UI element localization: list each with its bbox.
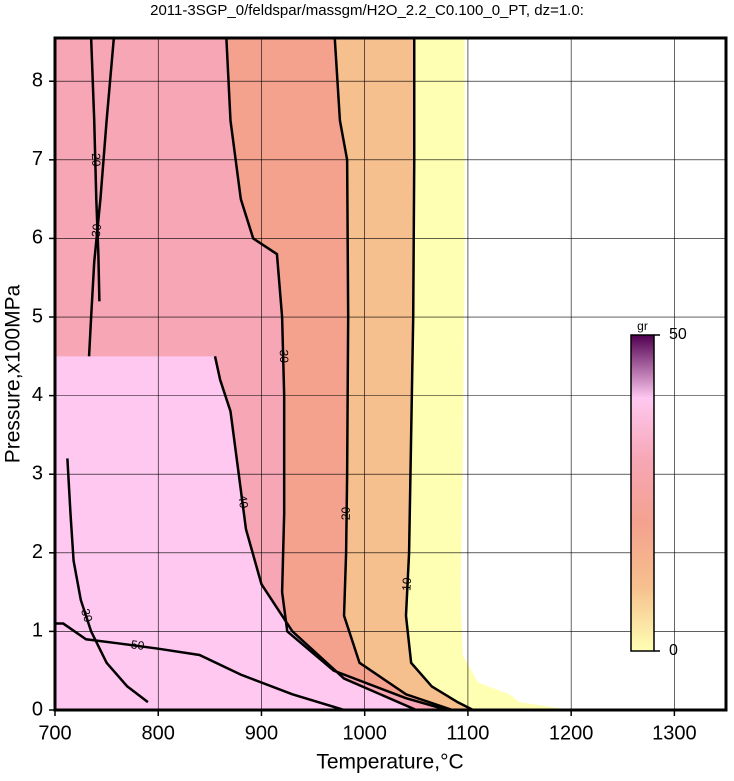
y-tick-label: 4: [32, 384, 43, 406]
x-tick-label: 800: [142, 722, 175, 744]
contour-line: [66, 458, 149, 704]
contour-label: 20: [339, 506, 353, 520]
y-tick-label: 1: [32, 620, 43, 642]
contour-label: 30: [89, 223, 104, 238]
colorbar-tick-label: 50: [669, 326, 687, 343]
contour-label: 40: [235, 494, 251, 509]
contour-line: [89, 38, 101, 302]
colorbar: [630, 334, 655, 652]
y-tick-label: 2: [32, 541, 43, 563]
y-tick-label: 8: [32, 70, 43, 92]
y-axis-label: Pressure,x100MPa: [2, 284, 25, 463]
y-tick-label: 7: [32, 148, 43, 170]
colorbar-label: gr: [637, 319, 648, 333]
contour-line: [213, 356, 417, 710]
y-tick-label: 0: [32, 698, 43, 720]
chart-title: 2011-3SGP_0/feldspar/massgm/H2O_2.2_C0.1…: [150, 2, 584, 19]
contour-label: 30: [277, 349, 291, 363]
x-tick-label: 1300: [652, 722, 697, 744]
contour-fill: [55, 356, 417, 710]
contour-line: [87, 38, 116, 357]
plot-frame: [53, 36, 728, 712]
colorbar-tick-label: 0: [669, 642, 678, 659]
x-tick-label: 1100: [446, 722, 489, 744]
x-tick-label: 700: [38, 722, 71, 744]
contour-label: 10: [399, 577, 414, 591]
x-tick-label: 1000: [342, 722, 387, 744]
y-tick-label: 6: [32, 227, 43, 249]
x-tick-label: 900: [245, 722, 278, 744]
y-tick-label: 3: [32, 462, 43, 484]
contour-line: [333, 38, 453, 710]
x-tick-label: 1200: [549, 722, 594, 744]
x-axis-label: Temperature,°C: [316, 751, 463, 774]
contour-label: 30: [78, 607, 96, 624]
contour-label: 50: [130, 637, 145, 653]
y-tick-label: 5: [32, 305, 43, 327]
